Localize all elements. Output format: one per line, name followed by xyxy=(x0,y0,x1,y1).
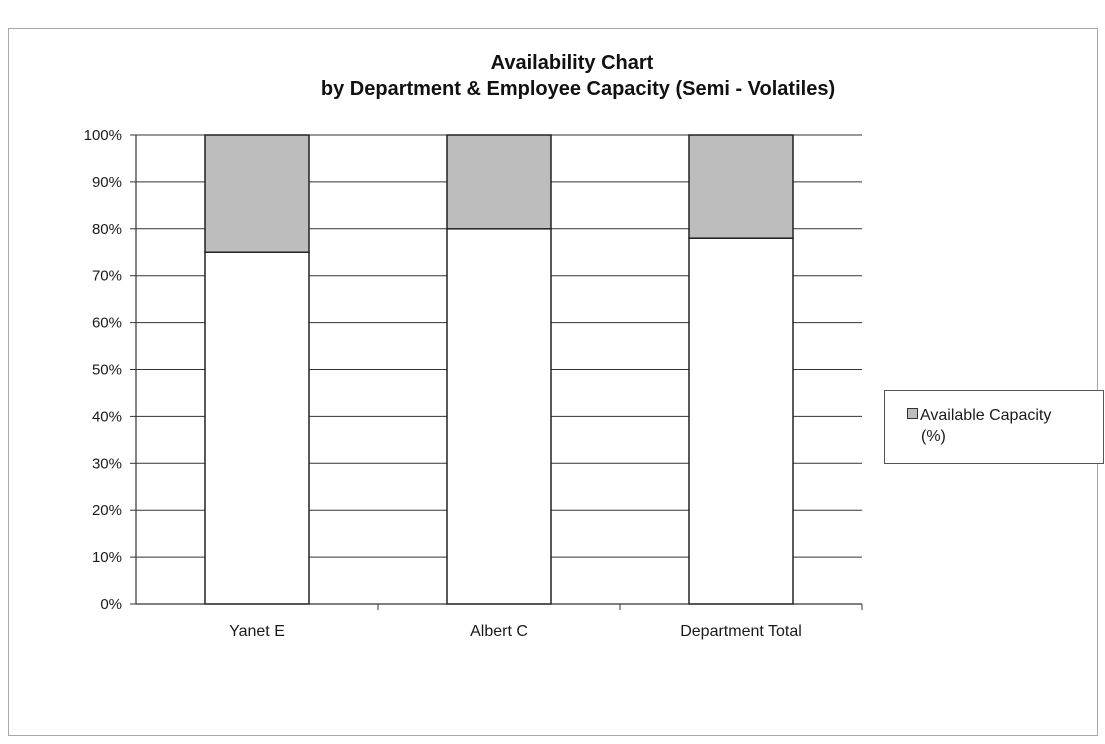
legend-label-unit: (%) xyxy=(921,428,946,445)
y-tick-label: 70% xyxy=(92,268,122,285)
legend: Available Capacity (%) xyxy=(884,390,1104,464)
axis-labels: 0% 10% 20% 30% 40% 50% 60% 70% 80% 90% 100% Yanet E… xyxy=(84,127,802,640)
bar-department-total-segment-0 xyxy=(688,237,794,605)
chart-subtitle: by Department & Employee Capacity (Semi … xyxy=(321,78,835,100)
bar-department-total-segment-1 xyxy=(688,134,794,239)
axes xyxy=(130,134,863,610)
chart-area xyxy=(8,28,1098,736)
legend-label: Available Capacity xyxy=(920,407,1052,424)
y-tick-label: 10% xyxy=(92,549,122,566)
y-tick-label: 100% xyxy=(84,127,122,144)
bars xyxy=(204,134,794,605)
x-category-label: Department Total xyxy=(680,623,802,640)
legend-item-available-capacity: Available Capacity (%) xyxy=(907,405,1097,447)
y-tick-label: 80% xyxy=(92,221,122,238)
y-tick-label: 0% xyxy=(100,596,122,613)
y-tick-label: 90% xyxy=(92,174,122,191)
legend-swatch xyxy=(907,408,918,419)
bar-yanet-e-segment-1 xyxy=(204,134,310,253)
y-tick-label: 30% xyxy=(92,455,122,472)
bar-albert-c-segment-0 xyxy=(446,228,552,605)
y-tick-label: 20% xyxy=(92,502,122,519)
bar-albert-c-segment-1 xyxy=(446,134,552,230)
chart-title: Availability Chart xyxy=(491,52,654,74)
x-category-label: Albert C xyxy=(470,623,528,640)
x-category-label: Yanet E xyxy=(229,623,285,640)
y-tick-label: 60% xyxy=(92,315,122,332)
y-tick-label: 50% xyxy=(92,362,122,379)
bar-yanet-e-segment-0 xyxy=(204,251,310,605)
y-tick-label: 40% xyxy=(92,408,122,425)
